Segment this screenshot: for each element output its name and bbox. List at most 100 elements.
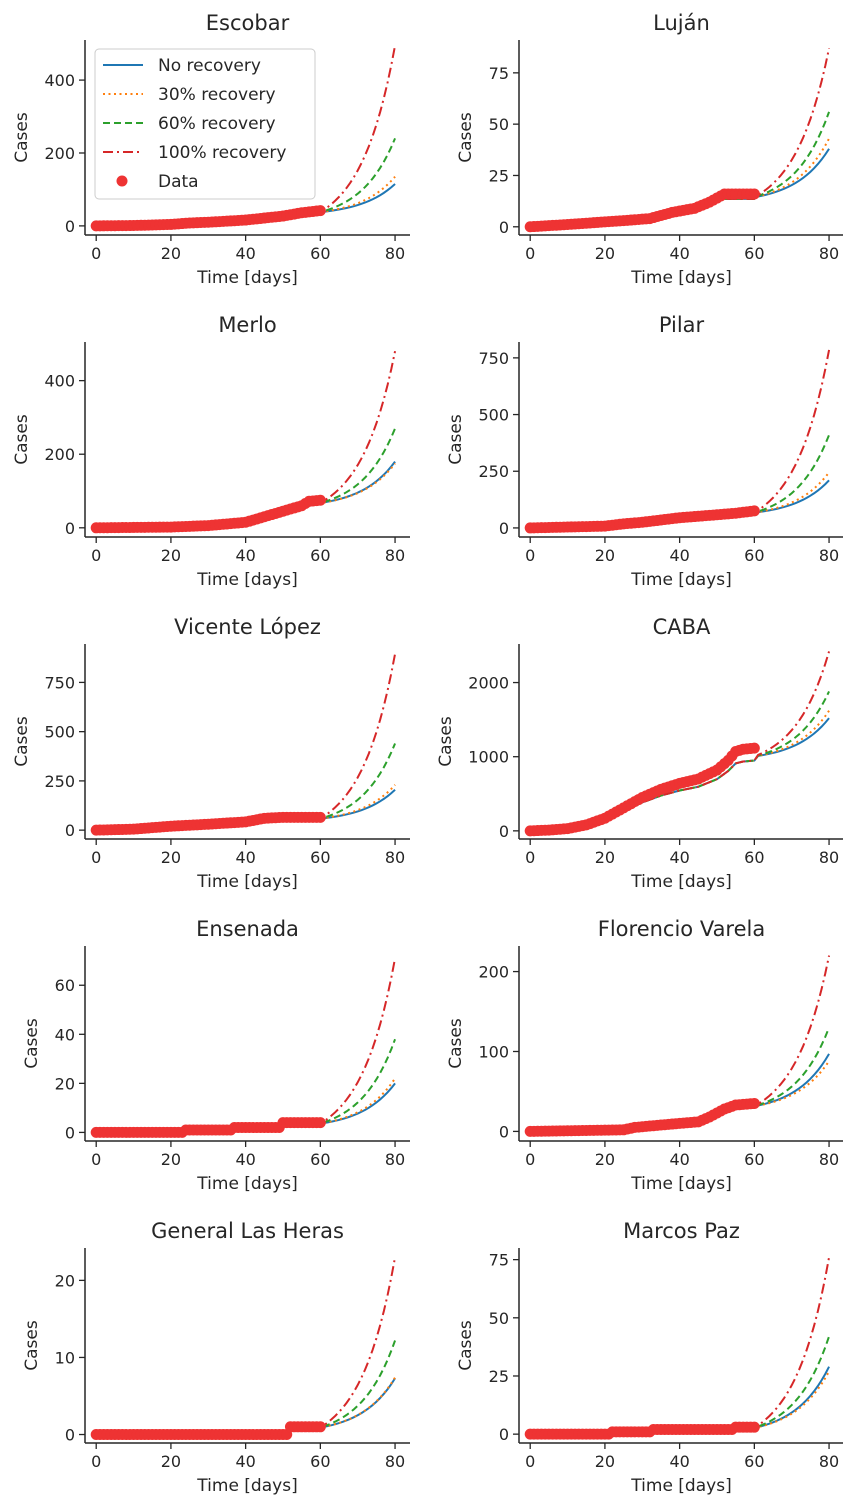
x-tick-label: 0 — [91, 1452, 101, 1471]
chart-title: Luján — [653, 11, 710, 35]
x-tick-label: 40 — [669, 848, 689, 867]
data-markers — [524, 1097, 760, 1137]
x-tick-label: 20 — [161, 848, 181, 867]
data-markers — [90, 494, 326, 534]
x-tick-label: 60 — [744, 546, 764, 565]
y-axis-label: Cases — [446, 1018, 466, 1069]
y-tick-label: 25 — [489, 1367, 509, 1386]
series-line-r60 — [96, 428, 396, 529]
data-markers — [90, 1117, 326, 1138]
x-tick-label: 40 — [235, 848, 255, 867]
data-markers — [524, 188, 760, 233]
x-tick-label: 40 — [669, 546, 689, 565]
x-tick-label: 80 — [385, 848, 405, 867]
series-line-r30 — [96, 1376, 396, 1436]
series-line-r60 — [96, 1038, 396, 1134]
chart-title: Vicente López — [174, 615, 321, 639]
x-tick-label: 40 — [235, 546, 255, 565]
panel-escobar: Escobar 0 20 40 60 80 0 200 400 Time [days] Cases N… — [12, 11, 410, 288]
x-tick-label: 20 — [595, 848, 615, 867]
x-axis-label: Time [days] — [630, 268, 731, 288]
panel-marcos-paz: Marcos Paz 0 20 40 60 80 0 25 50 75 Time [days] Cas… — [456, 1219, 843, 1496]
x-tick-label: 20 — [595, 1150, 615, 1169]
y-tick-label: 500 — [44, 723, 75, 742]
y-tick-label: 40 — [55, 1025, 75, 1044]
y-axis-label: Cases — [446, 414, 466, 465]
y-tick-label: 200 — [478, 963, 509, 982]
chart-title: Merlo — [218, 313, 276, 337]
y-tick-label: 75 — [489, 64, 509, 83]
series-line-no_recovery — [530, 717, 830, 832]
legend: No recovery 30% recovery 60% recovery 100% … — [94, 48, 316, 200]
x-tick-label: 20 — [161, 1452, 181, 1471]
x-tick-label: 20 — [595, 546, 615, 565]
series-line-r100 — [96, 653, 397, 832]
panel-general-las-heras: General Las Heras 0 20 40 60 80 0 10 20 Time [day… — [22, 1219, 410, 1496]
y-tick-label: 100 — [478, 1042, 509, 1061]
x-tick-label: 0 — [91, 244, 101, 263]
y-tick-label: 2000 — [468, 674, 509, 693]
x-tick-label: 60 — [310, 1150, 330, 1169]
legend-label-r60: 60% recovery — [158, 114, 276, 134]
data-markers — [90, 811, 326, 836]
y-axis-label: Cases — [436, 716, 456, 767]
y-tick-label: 0 — [65, 519, 75, 538]
y-tick-label: 200 — [44, 445, 75, 464]
y-tick-label: 0 — [65, 1426, 75, 1445]
data-point — [314, 811, 326, 823]
panel-merlo: Merlo 0 20 40 60 80 0 200 400 Time [days] Cases — [12, 313, 410, 590]
y-tick-label: 750 — [478, 349, 509, 368]
x-axis-label: Time [days] — [630, 872, 731, 892]
x-tick-label: 40 — [669, 1452, 689, 1471]
data-point — [748, 188, 760, 200]
series-line-r100 — [96, 1257, 397, 1436]
x-tick-label: 40 — [235, 1150, 255, 1169]
x-axis-label: Time [days] — [196, 570, 297, 590]
data-point — [748, 742, 760, 754]
panel-florencio-varela: Florencio Varela 0 20 40 60 80 0 100 200 Time [da… — [446, 917, 843, 1194]
series-line-no_recovery — [96, 1377, 396, 1436]
y-tick-label: 50 — [489, 1309, 509, 1328]
series-line-r60 — [530, 691, 830, 832]
data-point — [314, 494, 326, 506]
x-tick-label: 40 — [235, 1452, 255, 1471]
data-markers — [524, 742, 760, 837]
x-axis-label: Time [days] — [196, 268, 297, 288]
chart-title: Ensenada — [196, 917, 299, 941]
x-tick-label: 60 — [310, 1452, 330, 1471]
series-line-r100 — [530, 349, 831, 529]
x-tick-label: 0 — [91, 848, 101, 867]
x-tick-label: 80 — [385, 1452, 405, 1471]
x-tick-label: 0 — [525, 1150, 535, 1169]
legend-label-r30: 30% recovery — [158, 85, 276, 105]
series-line-r100 — [96, 958, 397, 1134]
y-axis-label: Cases — [456, 1320, 476, 1371]
panel-pilar: Pilar 0 20 40 60 80 0 250 500 750 Time [days] Cases — [446, 313, 843, 590]
y-axis-label: Cases — [12, 414, 32, 465]
x-axis-label: Time [days] — [630, 1174, 731, 1194]
x-axis-label: Time [days] — [196, 1174, 297, 1194]
chart-title: CABA — [653, 615, 711, 639]
x-axis-label: Time [days] — [196, 872, 297, 892]
series-line-r100 — [530, 651, 831, 832]
x-tick-label: 0 — [525, 848, 535, 867]
chart-title: Florencio Varela — [598, 917, 765, 941]
y-tick-label: 0 — [499, 519, 509, 538]
x-tick-label: 80 — [819, 1452, 839, 1471]
chart-title: General Las Heras — [151, 1219, 344, 1243]
x-tick-label: 60 — [744, 1452, 764, 1471]
data-point — [748, 1421, 760, 1433]
x-axis-label: Time [days] — [630, 570, 731, 590]
y-tick-label: 0 — [499, 1425, 509, 1444]
y-tick-label: 0 — [499, 822, 509, 841]
legend-label-data: Data — [158, 172, 199, 192]
y-tick-label: 25 — [489, 166, 509, 185]
y-tick-label: 0 — [65, 1123, 75, 1142]
x-tick-label: 60 — [744, 1150, 764, 1169]
y-tick-label: 400 — [44, 372, 75, 391]
y-tick-label: 50 — [489, 115, 509, 134]
y-tick-label: 20 — [55, 1271, 75, 1290]
data-point — [748, 1097, 760, 1109]
y-tick-label: 75 — [489, 1251, 509, 1270]
